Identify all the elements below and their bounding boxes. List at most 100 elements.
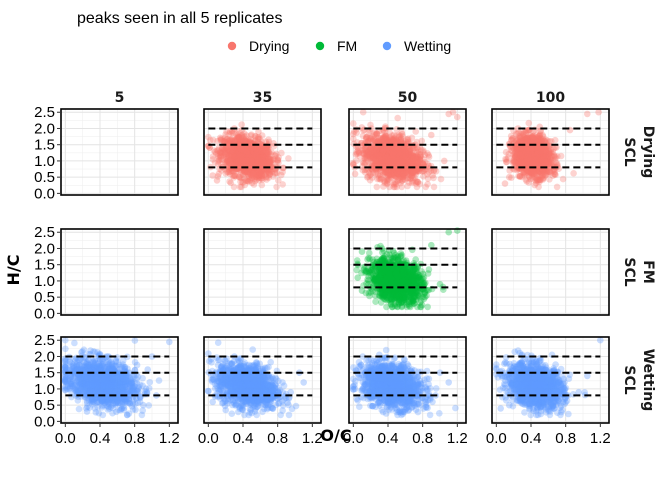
data-point: [229, 158, 236, 166]
data-point: [244, 149, 252, 157]
data-point: [232, 148, 239, 155]
panel-background: [204, 229, 321, 315]
data-point: [243, 145, 251, 153]
data-point: [253, 159, 261, 166]
data-point: [248, 150, 255, 157]
data-point: [227, 157, 234, 164]
data-point: [227, 153, 235, 160]
data-point: [274, 157, 282, 165]
panel-r2-c2: [203, 228, 322, 316]
data-point: [210, 147, 218, 154]
data-point: [258, 160, 265, 168]
data-point: [247, 146, 254, 153]
data-point: [260, 154, 267, 161]
data-point: [223, 146, 231, 153]
data-point: [548, 153, 556, 160]
data-point: [242, 146, 250, 153]
data-point: [217, 155, 225, 163]
data-point: [258, 151, 266, 159]
data-point: [539, 165, 546, 172]
data-point: [547, 159, 555, 166]
data-point: [251, 145, 259, 152]
legend-label-fm: FM: [337, 38, 357, 54]
data-point: [531, 181, 538, 189]
data-point: [441, 157, 448, 165]
data-point: [228, 136, 235, 143]
data-point: [229, 153, 236, 160]
data-point: [243, 145, 250, 153]
data-point: [265, 169, 273, 176]
data-point: [244, 157, 252, 164]
data-point: [242, 159, 250, 167]
data-point: [257, 155, 264, 162]
legend-key-drying: [227, 41, 237, 51]
data-point: [454, 113, 461, 121]
data-point: [215, 170, 222, 178]
data-point: [412, 180, 420, 187]
data-point: [259, 155, 267, 163]
data-point: [251, 153, 259, 161]
data-point: [245, 156, 252, 164]
data-point: [225, 158, 232, 166]
data-point: [227, 156, 235, 163]
data-point: [241, 145, 248, 152]
data-point: [227, 179, 235, 187]
data-point: [253, 175, 260, 183]
data-point: [243, 169, 251, 176]
data-point: [258, 162, 265, 170]
data-point: [523, 178, 530, 185]
data-point: [205, 133, 212, 141]
data-point: [247, 155, 255, 163]
data-point: [267, 156, 274, 163]
data-point: [374, 152, 382, 160]
data-point: [242, 145, 250, 152]
data-point: [351, 170, 359, 178]
data-point: [253, 171, 260, 178]
data-point: [279, 181, 287, 188]
data-point: [252, 149, 259, 157]
data-point: [241, 151, 249, 159]
data-point: [228, 148, 236, 155]
data-point: [230, 172, 238, 179]
panel-r1-c3: [348, 108, 467, 196]
data-point: [258, 148, 266, 156]
data-point: [404, 182, 411, 190]
data-point: [245, 141, 252, 148]
panel-background: [61, 229, 178, 315]
data-point: [235, 128, 243, 135]
data-point: [210, 136, 217, 144]
data-point: [241, 152, 248, 160]
data-point: [226, 148, 233, 155]
data-point: [265, 174, 273, 181]
data-point: [254, 147, 261, 154]
data-point: [258, 153, 265, 160]
data-point: [235, 146, 243, 153]
data-point: [425, 266, 433, 273]
data-point: [390, 149, 398, 156]
data-point: [595, 108, 602, 116]
data-point: [246, 149, 254, 157]
data-point: [249, 145, 256, 152]
data-point: [240, 155, 248, 162]
data-point: [255, 159, 263, 166]
chart-title: peaks seen in all 5 replicates: [77, 10, 282, 27]
data-point: [230, 148, 237, 156]
data-point: [249, 155, 257, 162]
data-point: [230, 174, 238, 181]
data-point: [353, 129, 360, 137]
data-point: [243, 132, 250, 139]
data-point: [254, 134, 262, 141]
data-point: [234, 154, 241, 162]
panel-r1-c1: [60, 108, 179, 196]
data-point: [254, 154, 262, 162]
data-point: [238, 150, 246, 157]
data-point: [233, 158, 240, 165]
data-point: [253, 159, 260, 166]
data-point: [256, 155, 264, 163]
data-point: [236, 150, 244, 158]
data-point: [247, 151, 254, 159]
data-point: [246, 148, 253, 155]
data-point: [273, 183, 280, 191]
data-point: [367, 135, 375, 143]
data-point: [249, 148, 256, 156]
